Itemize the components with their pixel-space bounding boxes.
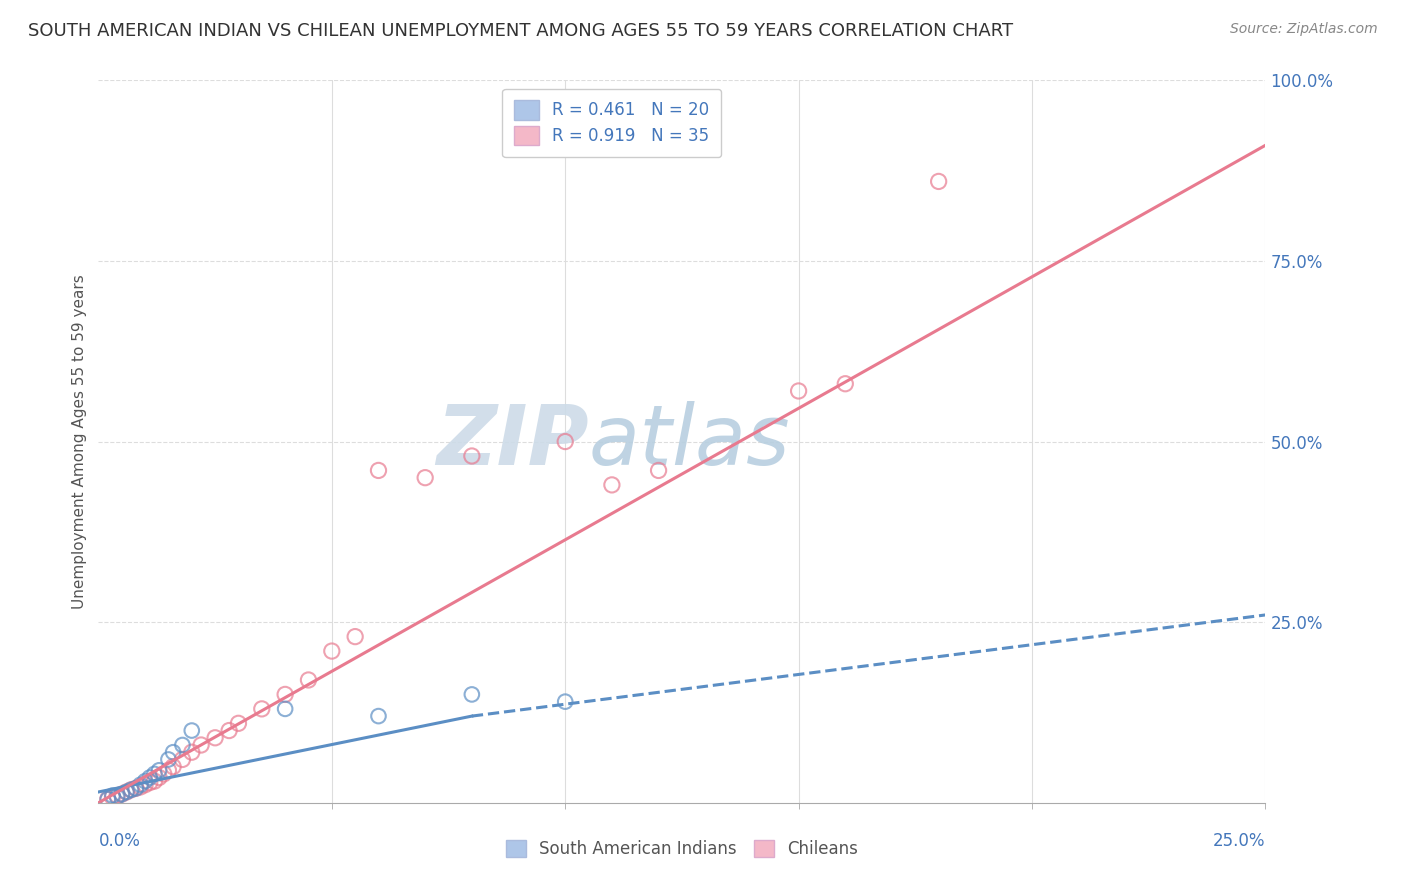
- Point: [115, 785, 138, 799]
- Point: [554, 695, 576, 709]
- Point: [139, 775, 162, 789]
- Point: [120, 782, 142, 797]
- Point: [834, 376, 856, 391]
- Point: [111, 787, 134, 801]
- Point: [97, 792, 120, 806]
- Text: atlas: atlas: [589, 401, 790, 482]
- Point: [413, 470, 436, 484]
- Text: 25.0%: 25.0%: [1213, 831, 1265, 850]
- Point: [134, 778, 156, 792]
- Point: [129, 780, 152, 794]
- Point: [321, 644, 343, 658]
- Point: [274, 702, 297, 716]
- Point: [101, 789, 124, 803]
- Point: [180, 723, 202, 738]
- Point: [600, 478, 623, 492]
- Point: [101, 790, 124, 805]
- Point: [157, 764, 180, 778]
- Point: [180, 745, 202, 759]
- Text: Source: ZipAtlas.com: Source: ZipAtlas.com: [1230, 22, 1378, 37]
- Text: 0.0%: 0.0%: [98, 831, 141, 850]
- Point: [105, 789, 128, 803]
- Point: [157, 752, 180, 766]
- Point: [162, 745, 184, 759]
- Text: SOUTH AMERICAN INDIAN VS CHILEAN UNEMPLOYMENT AMONG AGES 55 TO 59 YEARS CORRELAT: SOUTH AMERICAN INDIAN VS CHILEAN UNEMPLO…: [28, 22, 1014, 40]
- Point: [143, 774, 166, 789]
- Point: [647, 463, 669, 477]
- Point: [344, 630, 367, 644]
- Point: [120, 782, 142, 797]
- Point: [172, 752, 194, 766]
- Point: [143, 767, 166, 781]
- Point: [148, 771, 170, 785]
- Point: [148, 764, 170, 778]
- Point: [554, 434, 576, 449]
- Point: [97, 792, 120, 806]
- Point: [297, 673, 319, 687]
- Point: [152, 767, 174, 781]
- Point: [367, 709, 389, 723]
- Point: [204, 731, 226, 745]
- Point: [172, 738, 194, 752]
- Point: [928, 174, 950, 188]
- Text: ZIP: ZIP: [436, 401, 589, 482]
- Point: [134, 774, 156, 789]
- Point: [228, 716, 250, 731]
- Point: [787, 384, 810, 398]
- Point: [125, 781, 148, 796]
- Legend: South American Indians, Chileans: South American Indians, Chileans: [498, 832, 866, 867]
- Point: [218, 723, 240, 738]
- Point: [125, 781, 148, 796]
- Point: [139, 771, 162, 785]
- Point: [162, 760, 184, 774]
- Point: [115, 785, 138, 799]
- Point: [367, 463, 389, 477]
- Point: [274, 687, 297, 701]
- Y-axis label: Unemployment Among Ages 55 to 59 years: Unemployment Among Ages 55 to 59 years: [72, 274, 87, 609]
- Point: [105, 790, 128, 805]
- Point: [461, 687, 484, 701]
- Point: [190, 738, 212, 752]
- Point: [250, 702, 273, 716]
- Point: [461, 449, 484, 463]
- Point: [129, 778, 152, 792]
- Point: [111, 787, 134, 801]
